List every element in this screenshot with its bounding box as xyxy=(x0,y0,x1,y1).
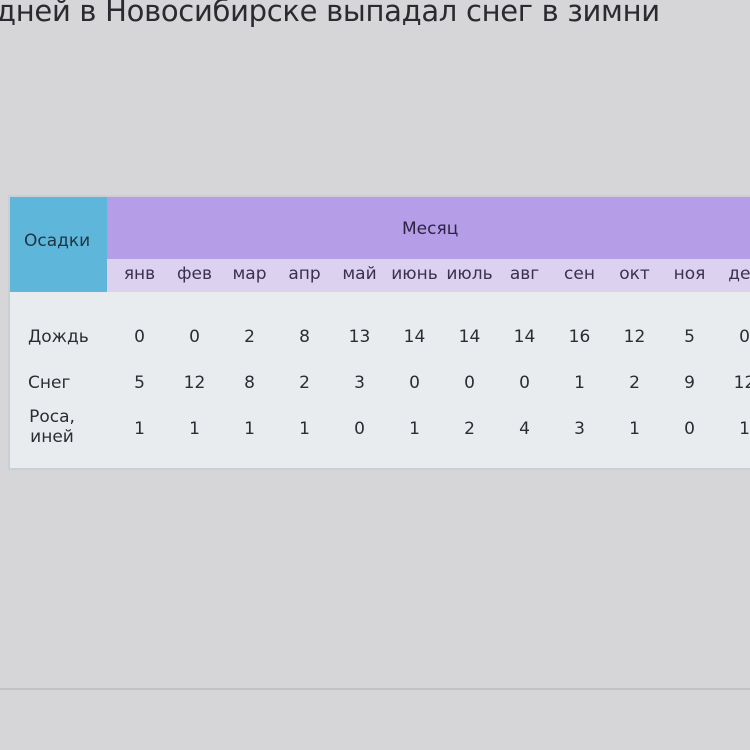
table-cell: 14 xyxy=(458,327,481,347)
table-cell: 12 xyxy=(623,327,646,347)
header-precipitation-label: Осадки xyxy=(24,231,91,251)
month-header: ноя xyxy=(673,264,706,284)
row-label: Роса, иней xyxy=(29,407,75,447)
table-cell: 4 xyxy=(519,419,530,439)
table-cell: 9 xyxy=(684,373,695,393)
table-cell: 8 xyxy=(299,327,310,347)
month-header: фев xyxy=(176,264,212,284)
table-cell: 5 xyxy=(684,327,695,347)
table-cell: 0 xyxy=(519,373,530,393)
month-header: июль xyxy=(446,264,493,284)
table-cell: 2 xyxy=(629,373,640,393)
table-cell: 1 xyxy=(244,419,255,439)
row-label: Снег xyxy=(28,373,71,393)
table-cell: 1 xyxy=(299,419,310,439)
header-month: Месяц xyxy=(107,197,750,259)
table-cell: 1 xyxy=(409,419,420,439)
table-cell: 0 xyxy=(739,327,750,347)
table-cell: 16 xyxy=(568,327,591,347)
table-cell: 14 xyxy=(513,327,536,347)
table-cell: 1 xyxy=(739,419,750,439)
table-cell: 2 xyxy=(464,419,475,439)
month-header: июнь xyxy=(391,264,438,284)
table-cell: 0 xyxy=(409,373,420,393)
table-cell: 2 xyxy=(244,327,255,347)
table-cell: 14 xyxy=(403,327,426,347)
table-cell: 0 xyxy=(134,327,145,347)
table-cell: 13 xyxy=(348,327,371,347)
header-precipitation: Осадки xyxy=(10,197,107,292)
month-header: сен xyxy=(564,264,595,284)
month-header: окт xyxy=(619,264,650,284)
question-heading: дней в Новосибирске выпадал снег в зимни xyxy=(0,0,660,28)
month-header: апр xyxy=(288,264,321,284)
month-header: май xyxy=(342,264,377,284)
table-cell: 0 xyxy=(464,373,475,393)
precipitation-table: Осадки Месяц янв фев мар апр май июнь июль авг с… xyxy=(8,195,750,470)
month-header: авг xyxy=(509,264,540,284)
table-cell: 2 xyxy=(299,373,310,393)
table-cell: 1 xyxy=(574,373,585,393)
divider xyxy=(0,688,750,690)
month-header: янв xyxy=(123,264,156,284)
table-cell: 3 xyxy=(354,373,365,393)
table-cell: 1 xyxy=(134,419,145,439)
table-cell: 1 xyxy=(189,419,200,439)
row-label: Дождь xyxy=(28,327,89,347)
table-cell: 0 xyxy=(684,419,695,439)
table-cell: 3 xyxy=(574,419,585,439)
table-cell: 12 xyxy=(733,373,750,393)
month-header: мар xyxy=(232,264,267,284)
month-header: дек xyxy=(728,264,750,284)
header-month-label: Месяц xyxy=(402,219,459,239)
table-cell: 12 xyxy=(183,373,206,393)
table-cell: 8 xyxy=(244,373,255,393)
table-cell: 5 xyxy=(134,373,145,393)
table-cell: 0 xyxy=(354,419,365,439)
table-cell: 0 xyxy=(189,327,200,347)
table-cell: 1 xyxy=(629,419,640,439)
